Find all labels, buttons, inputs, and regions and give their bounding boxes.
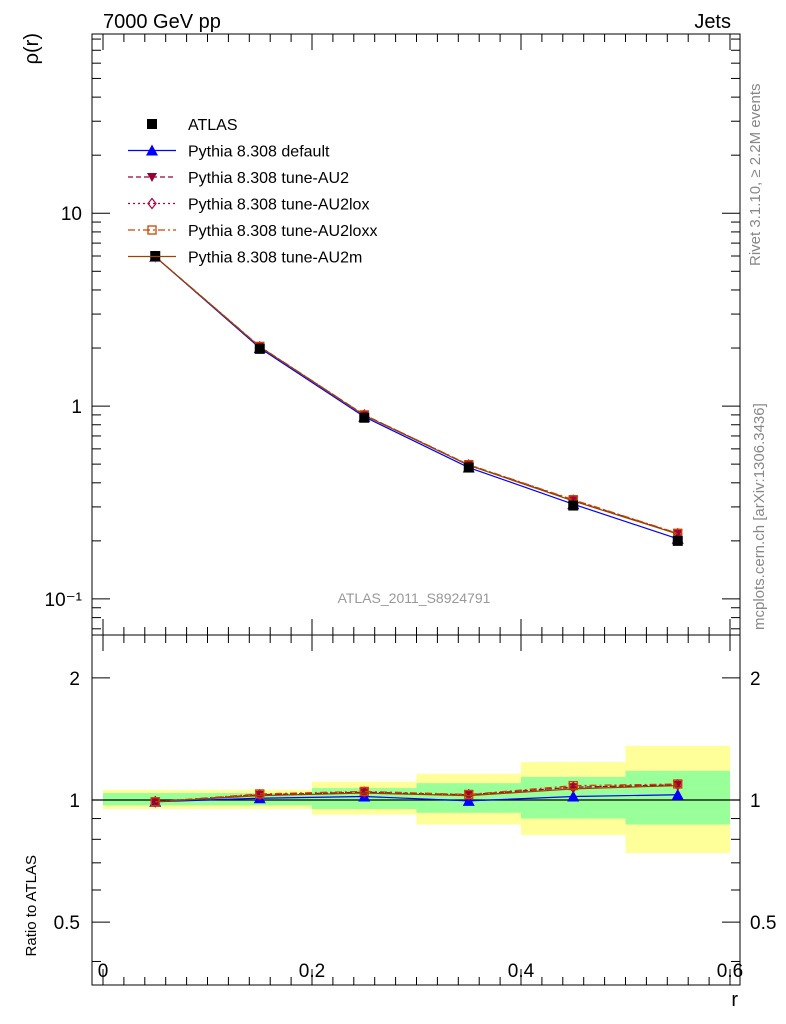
legend-label: ATLAS [188,117,238,134]
ratio-y-tick-label-left: 0.5 [54,913,80,934]
ratio-y-tick-label-left: 1 [69,791,80,812]
point-atlas [254,343,265,354]
point-atlas [463,462,474,473]
x-axis-label: r [731,989,738,1011]
legend-item-pythia-8-308-default: Pythia 8.308 default [128,144,330,161]
legend-marker [147,119,157,129]
ratio-line-pythia-8-308-tune-au2m [155,785,678,803]
ratio-point-pythia-8-308-tune-au2loxx [464,789,474,800]
legend-item-pythia-8-308-tune-au2lox: Pythia 8.308 tune-AU2lox [128,197,369,214]
series-line-pythia-8-308-default [154,256,678,540]
main-y-tick-label: 10⁻¹ [45,590,83,611]
x-tick-label: 0.2 [299,961,325,982]
series-line-pythia-8-308-tune-au2 [154,256,678,535]
mcplots-label: mcplots.cern.ch [arXiv:1306.3436] [751,403,768,630]
legend-item-atlas: ATLAS [147,117,238,134]
ratio-line-pythia-8-308-default [155,794,678,803]
ratio-point-pythia-8-308-default [567,790,580,802]
legend-label: Pythia 8.308 tune-AU2lox [188,197,369,214]
ratio-point-pythia-8-308-tune-au2lox [359,786,370,799]
ratio-point-pythia-8-308-tune-au2lox [463,788,474,801]
legend-marker [147,197,157,210]
ratio-point-pythia-8-308-tune-au2loxx [255,789,265,799]
ratio-y-axis-label: Ratio to ATLAS [23,855,40,956]
legend-label: Pythia 8.308 tune-AU2m [188,250,362,267]
legend-marker [147,173,157,182]
ratio-point-pythia-8-308-tune-au2lox [672,778,683,791]
legend-marker [146,144,158,156]
legend-label: Pythia 8.308 default [188,144,330,161]
ratio-point-pythia-8-308-tune-au2loxx [568,780,578,791]
header-left: 7000 GeV pp [103,11,221,33]
ratio-point-pythia-8-308-tune-au2loxx [359,786,369,797]
point-atlas [568,500,579,511]
point-atlas [672,535,683,546]
rivet-label: Rivet 3.1.10, ≥ 2.2M events [747,84,764,267]
legend-item-pythia-8-308-tune-au2m: Pythia 8.308 tune-AU2m [128,250,362,267]
legend-item-pythia-8-308-tune-au2: Pythia 8.308 tune-AU2 [128,170,349,187]
header-right: Jets [694,11,731,33]
series-line-pythia-8-308-tune-au2loxx [154,256,678,534]
ratio-point-pythia-8-308-default [671,788,684,800]
ratio-point-pythia-8-308-tune-au2loxx [673,779,683,789]
main-y-tick-label: 10 [61,204,82,225]
ratio-y-tick-label-right: 0.5 [750,913,776,934]
main-y-axis-label: ρ(r) [21,33,43,64]
legend-label: Pythia 8.308 tune-AU2 [188,170,349,187]
x-tick-label: 0.6 [717,961,743,982]
series-line-pythia-8-308-tune-au2lox [154,256,678,535]
analysis-watermark: ATLAS_2011_S8924791 [338,590,491,606]
legend-label: Pythia 8.308 tune-AU2loxx [188,223,377,240]
ratio-y-tick-label-left: 2 [69,669,80,690]
ratio-point-pythia-8-308-tune-au2lox [254,788,265,801]
legend: ATLAS Pythia 8.308 default Pythia 8.308 tu… [128,117,377,267]
ratio-point-pythia-8-308-tune-au2lox [150,795,161,808]
x-tick-label: 0.4 [508,961,535,982]
main-y-tick-label: 1 [71,397,82,418]
legend-item-pythia-8-308-tune-au2loxx: Pythia 8.308 tune-AU2loxx [128,223,377,240]
x-tick-label: 0 [98,961,109,982]
ratio-line-pythia-8-308-tune-au2loxx [155,783,678,803]
ratio-y-tick-label-right: 1 [750,791,761,812]
series-line-pythia-8-308-tune-au2m [154,256,678,535]
legend-marker [147,225,157,235]
ratio-y-tick-label-right: 2 [750,669,761,690]
point-atlas [359,412,370,423]
